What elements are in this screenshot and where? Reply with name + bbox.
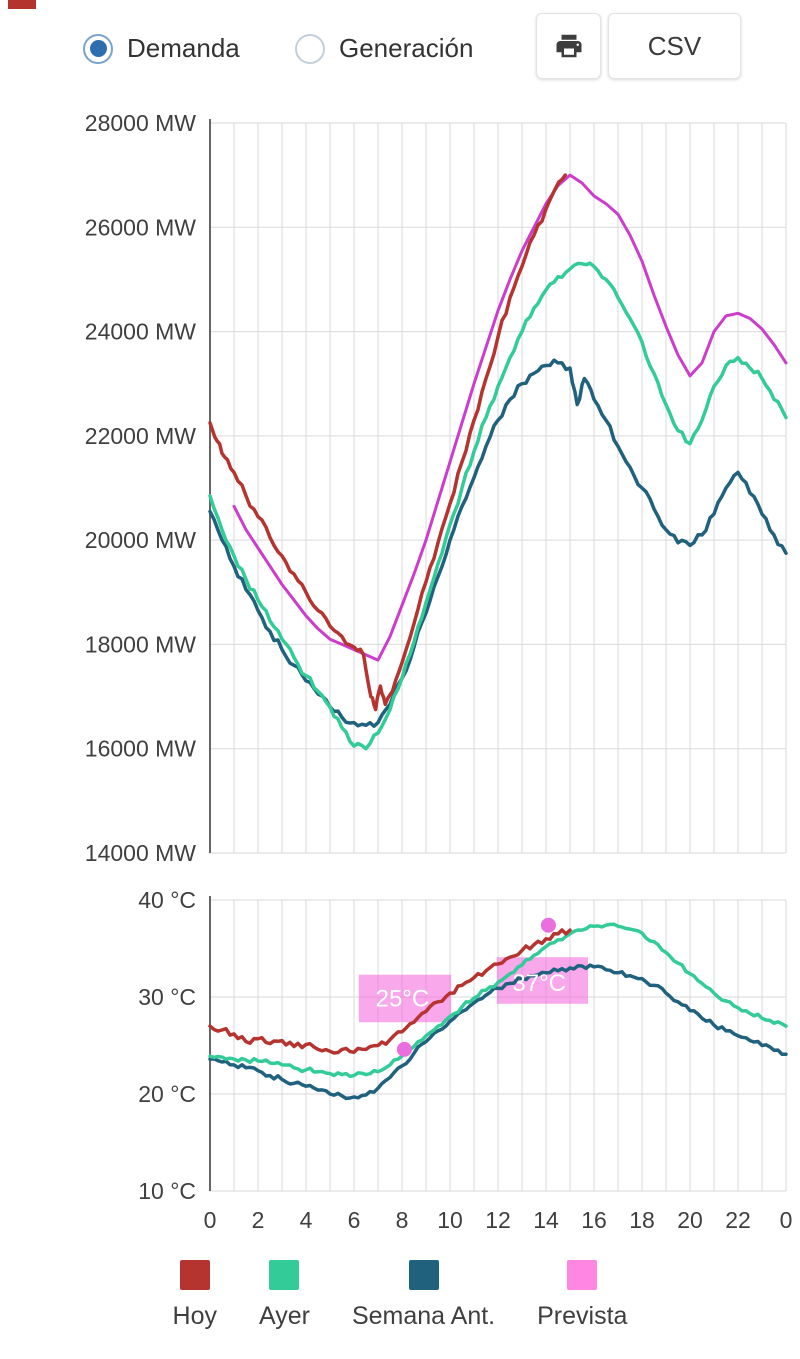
legend-item-ayer: Ayer (259, 1260, 310, 1331)
printer-icon (556, 34, 581, 58)
svg-text:6: 6 (348, 1207, 361, 1233)
svg-text:10 °C: 10 °C (138, 1178, 196, 1204)
radio-generacion-circle[interactable] (295, 33, 325, 64)
radio-demanda-circle[interactable] (83, 33, 113, 64)
radio-generacion-label[interactable]: Generación (339, 33, 474, 63)
svg-text:26000 MW: 26000 MW (85, 214, 197, 240)
svg-text:16: 16 (581, 1207, 607, 1233)
radio-generacion[interactable]: Generación (295, 33, 473, 64)
legend-item-hoy: Hoy (173, 1260, 217, 1331)
svg-text:16000 MW: 16000 MW (85, 736, 197, 762)
legend: Hoy Ayer Semana Ant. Prevista (0, 1260, 800, 1331)
temperature-chart[interactable]: 40 °C 30 °C 20 °C 10 °C 0 2 4 6 8 10 12 14 16 18 20 22 0… (0, 866, 800, 1246)
svg-text:37°C: 37°C (512, 970, 566, 997)
legend-swatch-prevista (567, 1260, 598, 1290)
legend-label-prevista: Prevista (537, 1302, 628, 1330)
svg-text:25°C: 25°C (376, 986, 430, 1013)
svg-text:20 °C: 20 °C (138, 1081, 196, 1107)
top-left-red-artifact (8, 0, 36, 9)
svg-text:14: 14 (533, 1207, 559, 1233)
legend-label-semana: Semana Ant. (351, 1302, 496, 1330)
legend-swatch-ayer (269, 1260, 300, 1290)
csv-button[interactable]: CSV (608, 13, 741, 79)
print-button[interactable] (536, 13, 601, 79)
svg-text:24000 MW: 24000 MW (85, 319, 197, 345)
svg-text:0: 0 (780, 1207, 793, 1233)
svg-text:18000 MW: 18000 MW (85, 631, 197, 657)
legend-swatch-semana (408, 1260, 439, 1290)
radio-demanda[interactable]: Demanda (83, 33, 240, 64)
radio-demanda-label[interactable]: Demanda (127, 33, 240, 63)
svg-text:20000 MW: 20000 MW (85, 527, 197, 553)
svg-text:18: 18 (629, 1207, 655, 1233)
legend-label-ayer: Ayer (259, 1302, 310, 1330)
svg-text:12: 12 (485, 1207, 511, 1233)
legend-item-prevista: Prevista (537, 1260, 627, 1331)
svg-text:30 °C: 30 °C (138, 984, 196, 1010)
legend-label-hoy: Hoy (172, 1302, 218, 1330)
svg-text:8: 8 (396, 1207, 409, 1233)
radio-selected-dot (89, 40, 107, 57)
legend-swatch-hoy (179, 1260, 210, 1290)
svg-text:40 °C: 40 °C (138, 887, 196, 913)
svg-text:4: 4 (300, 1207, 313, 1233)
svg-text:10: 10 (437, 1207, 463, 1233)
svg-text:0: 0 (204, 1207, 217, 1233)
demand-chart[interactable]: 28000 MW 26000 MW 24000 MW 22000 MW 20000 MW… (0, 96, 800, 866)
svg-text:20: 20 (677, 1207, 703, 1233)
svg-text:28000 MW: 28000 MW (85, 110, 197, 136)
svg-text:14000 MW: 14000 MW (85, 840, 197, 866)
svg-text:2: 2 (252, 1207, 265, 1233)
svg-text:22000 MW: 22000 MW (85, 423, 197, 449)
svg-text:22: 22 (725, 1207, 751, 1233)
legend-item-semana: Semana Ant. (352, 1260, 495, 1331)
